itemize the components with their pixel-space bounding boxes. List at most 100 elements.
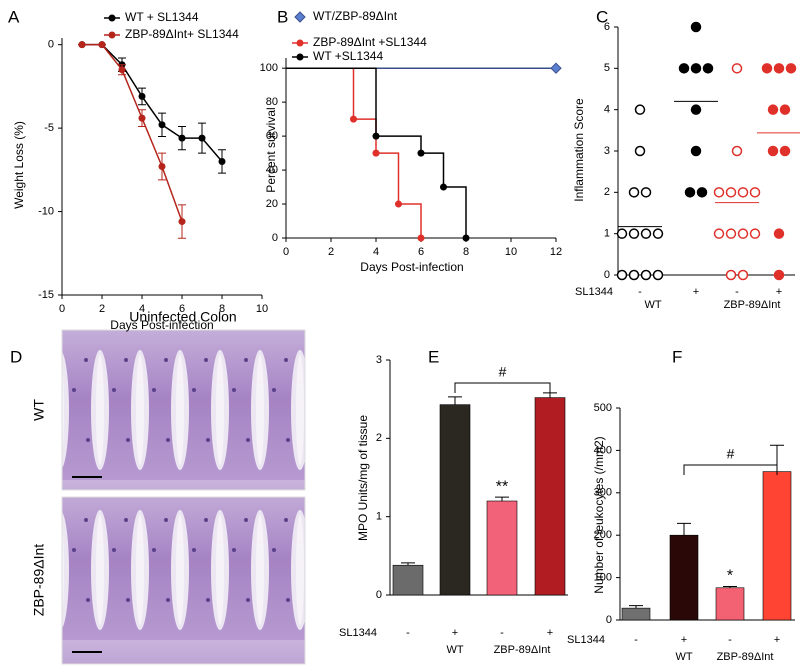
x-axis-label: Days Post-infection	[110, 318, 213, 332]
x-tick-label: +	[547, 627, 553, 639]
x-tick-label: 2	[99, 303, 105, 315]
error-bar	[448, 396, 462, 405]
x-tick-label: 10	[505, 246, 517, 258]
y-tick-label: 100	[594, 572, 612, 584]
x-tick-label: 6	[179, 303, 185, 315]
y-tick-label: 40	[266, 164, 278, 176]
histology-image	[61, 496, 306, 665]
dot	[696, 187, 708, 198]
y-axis-label: MPO Units/mg of tissue	[356, 415, 370, 541]
y-tick-label: 2	[376, 432, 382, 444]
bar	[392, 564, 424, 596]
y-tick-label: 100	[260, 62, 278, 74]
point	[178, 134, 186, 142]
y-tick-label: -10	[38, 205, 54, 217]
dot	[737, 269, 749, 281]
y-tick-label: 0	[606, 614, 612, 626]
bar	[439, 404, 471, 596]
x-tick-label: -	[638, 286, 642, 298]
x-tick-label: -	[728, 634, 732, 646]
dot	[725, 187, 737, 198]
point	[372, 132, 380, 140]
error-bar	[401, 562, 415, 566]
x-tick-label: +	[776, 286, 782, 298]
x-tick-label: 10	[256, 303, 268, 315]
x-tick-label: 2	[328, 246, 334, 258]
point	[78, 41, 86, 49]
dot	[725, 228, 737, 239]
legend-label: ZBP-89ΔInt+ SL1344	[125, 27, 239, 41]
panel-label: F	[672, 347, 682, 366]
survival-step	[286, 67, 422, 238]
dot	[731, 63, 743, 74]
panel-label: C	[596, 7, 608, 26]
y-tick-label: 6	[604, 21, 610, 33]
treatment-label: SL1344	[575, 286, 613, 298]
y-tick-label: 400	[594, 444, 612, 456]
dot	[690, 63, 702, 74]
dot	[634, 104, 646, 115]
dot	[737, 187, 749, 198]
series-line	[82, 43, 183, 222]
significance-label: **	[496, 478, 508, 495]
point	[138, 92, 146, 100]
comparison-bracket	[454, 382, 551, 393]
point	[178, 218, 186, 226]
histology-image	[61, 329, 306, 491]
x-tick-label: +	[452, 627, 458, 639]
dot	[628, 187, 640, 198]
dot	[634, 145, 646, 157]
dot	[616, 269, 628, 281]
point	[417, 149, 425, 157]
comparison-bracket	[683, 464, 778, 475]
point	[372, 149, 380, 157]
y-tick-label: 1	[376, 511, 382, 523]
dot	[652, 228, 664, 239]
legend-marker	[108, 31, 116, 39]
point	[395, 200, 402, 208]
row-label: ZBP-89ΔInt	[31, 544, 47, 616]
dot	[652, 269, 664, 281]
y-tick-label: 300	[594, 487, 612, 499]
treatment-label: SL1344	[567, 634, 605, 646]
x-tick-label: 6	[418, 246, 424, 258]
point	[350, 115, 357, 123]
bar	[486, 500, 518, 596]
point	[440, 183, 447, 191]
row-label: WT	[31, 399, 47, 421]
dot	[640, 269, 652, 281]
point	[198, 134, 206, 142]
point	[462, 234, 470, 242]
y-tick-label: 20	[266, 198, 278, 210]
y-tick-label: 80	[266, 96, 278, 108]
dot	[678, 63, 690, 74]
y-axis-label: Number of leukocytes (/mm2)	[592, 436, 606, 593]
group-label: ZBP-89ΔInt	[724, 299, 781, 311]
x-axis-label: Days Post-infection	[360, 260, 463, 274]
point	[550, 62, 562, 74]
panel-title: Uninfected Colon	[129, 309, 236, 325]
dot	[690, 104, 702, 115]
dot	[628, 228, 640, 239]
dot	[773, 269, 785, 281]
dot	[684, 187, 696, 198]
legend-marker	[108, 14, 116, 22]
y-tick-label: 0	[376, 589, 382, 601]
dot	[690, 145, 702, 157]
dot	[761, 63, 773, 74]
dot	[749, 228, 761, 239]
dot	[713, 187, 725, 198]
y-tick-label: 0	[604, 269, 610, 281]
legend-label: WT +SL1344	[313, 49, 383, 63]
dot	[785, 63, 797, 74]
legend-label: WT + SL1344	[125, 10, 199, 24]
y-tick-label: -5	[44, 122, 54, 134]
y-tick-label: 3	[604, 145, 610, 157]
comparison-label: #	[499, 364, 507, 380]
x-tick-label: 4	[139, 303, 145, 315]
x-tick-label: 8	[463, 246, 469, 258]
y-tick-label: -15	[38, 289, 54, 301]
dot	[773, 63, 785, 74]
